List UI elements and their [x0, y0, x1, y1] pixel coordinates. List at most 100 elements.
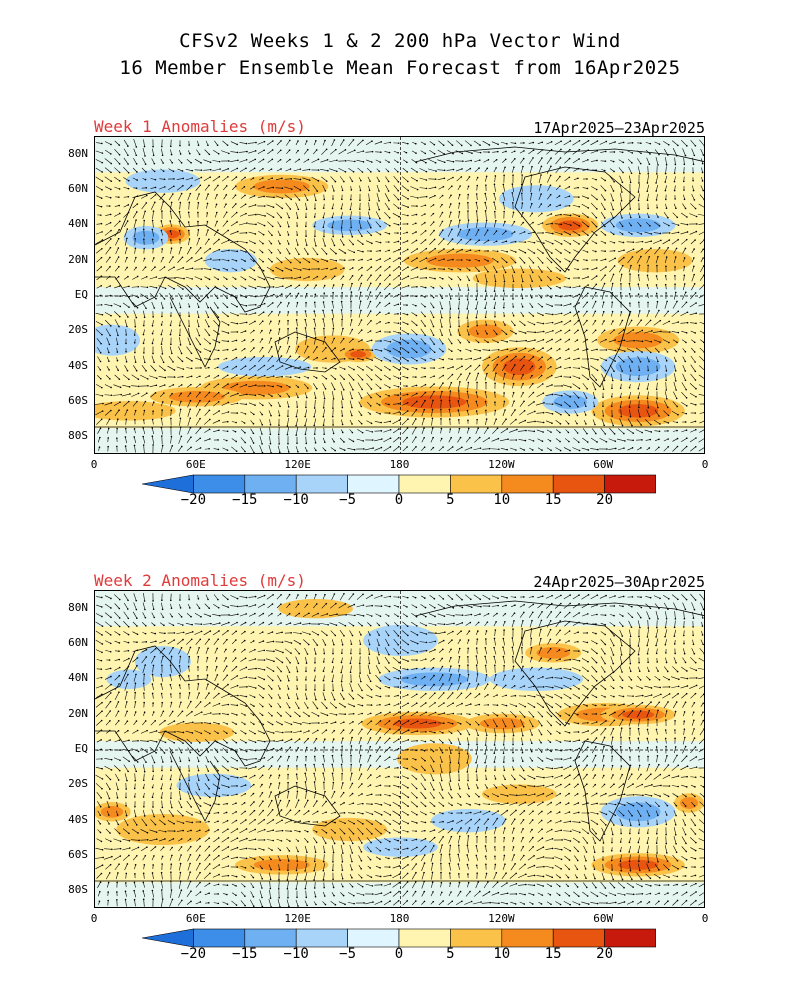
- wind-vector: [176, 178, 184, 180]
- wind-vector: [482, 448, 490, 450]
- wind-vector: [590, 150, 598, 154]
- wind-vector: [205, 193, 209, 201]
- wind-vector-head: [199, 288, 201, 290]
- wind-vector-head: [325, 357, 327, 360]
- wind-vector: [401, 176, 409, 182]
- wind-vector-head: [605, 140, 608, 143]
- wind-vector-head: [540, 374, 543, 377]
- wind-vector: [529, 302, 533, 308]
- wind-vector-head: [434, 267, 436, 270]
- wind-vector: [638, 383, 640, 389]
- wind-vector-head: [466, 317, 469, 319]
- wind-vector: [401, 266, 409, 272]
- lat-label: 20N: [68, 252, 88, 266]
- wind-vector: [320, 159, 328, 163]
- wind-vector-head: [659, 232, 662, 235]
- wind-vector-head: [452, 258, 454, 261]
- wind-vector-head: [143, 145, 146, 148]
- wind-vector: [456, 373, 462, 381]
- wind-vector-head: [640, 255, 642, 258]
- wind-vector-head: [173, 266, 175, 269]
- wind-vector: [429, 268, 435, 270]
- wind-vector: [501, 365, 507, 371]
- wind-vector-head: [99, 377, 102, 380]
- wind-vector-head: [648, 310, 650, 312]
- wind-vector-head: [190, 446, 192, 449]
- wind-vector: [142, 401, 146, 407]
- wind-vector: [467, 220, 469, 228]
- wind-vector-head: [254, 204, 257, 206]
- wind-vector: [681, 330, 687, 334]
- wind-vector-head: [587, 225, 589, 228]
- wind-vector-head: [532, 221, 534, 224]
- wind-vector-head: [389, 428, 392, 431]
- wind-vector-head: [484, 192, 487, 195]
- wind-vector-head: [217, 598, 219, 601]
- wind-vector: [482, 140, 490, 146]
- wind-vector: [152, 419, 154, 425]
- wind-vector-head: [629, 208, 632, 210]
- wind-vector: [303, 284, 309, 290]
- wind-vector: [105, 374, 111, 380]
- wind-vector: [673, 373, 677, 381]
- wind-vector: [437, 248, 445, 254]
- wind-vector-head: [487, 364, 490, 366]
- wind-vector: [591, 212, 597, 218]
- wind-vector: [619, 221, 623, 227]
- wind-vector-head: [102, 402, 104, 405]
- wind-vector-head: [520, 183, 523, 186]
- wind-vector-head: [379, 282, 382, 285]
- wind-vector-head: [684, 370, 687, 372]
- wind-vector-head: [227, 383, 229, 385]
- wind-vector-head: [596, 441, 598, 443]
- wind-vector-head: [415, 392, 418, 395]
- wind-vector-head: [432, 334, 435, 336]
- wind-vector-head: [397, 232, 399, 234]
- wind-vector-head: [628, 406, 631, 409]
- wind-vector-head: [628, 386, 631, 389]
- wind-vector-head: [494, 315, 496, 318]
- wind-vector-head: [479, 349, 481, 352]
- wind-vector-head: [379, 274, 382, 276]
- wind-vector-head: [261, 443, 263, 445]
- wind-vector-head: [638, 369, 641, 372]
- wind-vector-head: [397, 151, 399, 154]
- wind-vector: [314, 427, 316, 435]
- wind-vector: [699, 275, 704, 281]
- wind-vector: [295, 346, 299, 354]
- wind-vector-head: [226, 306, 229, 309]
- coastline: [274, 331, 341, 373]
- wind-vector-head: [647, 301, 649, 304]
- wind-vector: [627, 150, 633, 154]
- wind-vector: [402, 249, 408, 253]
- wind-vector-head: [208, 184, 210, 187]
- wind-vector-head: [110, 409, 112, 412]
- wind-vector-head: [313, 318, 315, 321]
- wind-vector: [437, 258, 445, 262]
- wind-vector-head: [116, 351, 119, 353]
- wind-vector-head: [315, 140, 317, 142]
- wind-vector-head: [587, 207, 590, 209]
- wind-vector-head: [559, 449, 562, 452]
- wind-vector-head: [261, 338, 264, 340]
- wind-vector: [663, 141, 669, 145]
- wind-vector: [150, 202, 156, 210]
- wind-vector: [464, 140, 472, 146]
- wind-vector-head: [549, 440, 552, 442]
- wind-vector-head: [424, 391, 427, 394]
- wind-vector-head: [476, 333, 479, 335]
- wind-vector: [367, 310, 371, 318]
- wind-vector-head: [560, 329, 562, 332]
- wind-vector-head: [532, 356, 535, 358]
- wind-vector-head: [677, 224, 680, 226]
- wind-vector-head: [389, 274, 391, 276]
- wind-vector-head: [245, 167, 247, 170]
- wind-vector-head: [324, 441, 326, 443]
- wind-vector: [554, 223, 562, 225]
- wind-vector: [635, 241, 643, 243]
- wind-vector-head: [676, 429, 678, 432]
- wind-vector-head: [407, 284, 410, 287]
- wind-vector: [701, 158, 703, 164]
- wind-vector-head: [525, 429, 527, 432]
- wind-vector-head: [703, 420, 704, 422]
